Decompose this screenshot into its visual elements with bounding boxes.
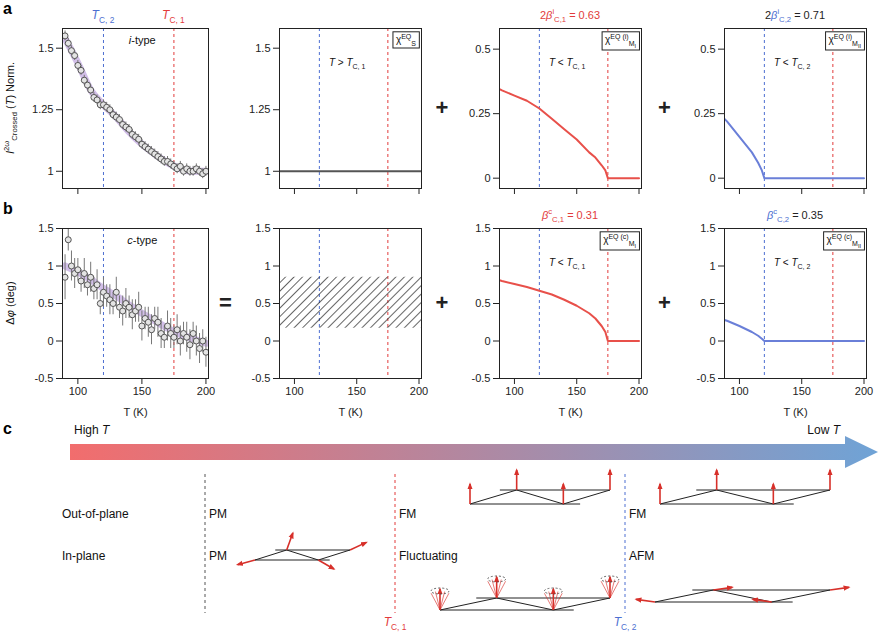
svg-text:1.5: 1.5 xyxy=(475,222,490,234)
svg-text:TC, 1: TC, 1 xyxy=(162,8,185,25)
svg-text:PM: PM xyxy=(209,549,227,563)
svg-text:0.5: 0.5 xyxy=(700,43,715,55)
svg-text:Low T: Low T xyxy=(807,423,841,437)
svg-text:0: 0 xyxy=(709,172,715,184)
svg-text:T (K): T (K) xyxy=(123,406,147,418)
svg-text:i-type: i-type xyxy=(129,34,156,46)
svg-text:-0.5: -0.5 xyxy=(35,372,54,384)
svg-text:1: 1 xyxy=(484,260,490,272)
svg-text:c: c xyxy=(3,420,12,437)
svg-text:-0.5: -0.5 xyxy=(472,372,491,384)
svg-text:T < TC, 1: T < TC, 1 xyxy=(549,57,586,70)
svg-text:Out-of-plane: Out-of-plane xyxy=(62,507,129,521)
svg-text:1.5: 1.5 xyxy=(255,42,270,54)
svg-text:a: a xyxy=(3,0,12,17)
svg-text:High T: High T xyxy=(74,423,111,437)
svg-text:100: 100 xyxy=(69,385,87,397)
svg-text:χEQS: χEQS xyxy=(396,33,416,47)
svg-text:0.25: 0.25 xyxy=(469,107,490,119)
svg-text:1: 1 xyxy=(709,260,715,272)
svg-text:100: 100 xyxy=(730,385,748,397)
svg-text:200: 200 xyxy=(410,385,428,397)
svg-text:1: 1 xyxy=(264,165,270,177)
svg-text:T < TC, 2: T < TC, 2 xyxy=(774,57,811,70)
svg-text:1.25: 1.25 xyxy=(32,103,53,115)
svg-text:T > TC, 1: T > TC, 1 xyxy=(329,57,366,70)
svg-text:FM: FM xyxy=(629,507,646,521)
svg-text:0: 0 xyxy=(47,335,53,347)
svg-text:150: 150 xyxy=(793,385,811,397)
svg-text:1: 1 xyxy=(47,165,53,177)
svg-text:βcC,2 = 0.35: βcC,2 = 0.35 xyxy=(766,207,823,224)
svg-text:βcC,1 = 0.31: βcC,1 = 0.31 xyxy=(541,207,598,224)
svg-text:0.5: 0.5 xyxy=(700,297,715,309)
svg-text:0.5: 0.5 xyxy=(475,43,490,55)
svg-text:T (K): T (K) xyxy=(783,406,807,418)
svg-text:1.5: 1.5 xyxy=(38,42,53,54)
svg-text:I2ωCrossed (T) Norm.: I2ωCrossed (T) Norm. xyxy=(2,62,19,154)
svg-text:TC, 2: TC, 2 xyxy=(92,8,115,25)
svg-text:c-type: c-type xyxy=(127,234,157,246)
svg-text:150: 150 xyxy=(133,385,151,397)
svg-text:χEQ (c)MII: χEQ (c)MII xyxy=(827,233,862,249)
svg-text:T (K): T (K) xyxy=(558,406,582,418)
svg-text:2βiC,1 = 0.63: 2βiC,1 = 0.63 xyxy=(540,7,600,24)
svg-text:T < TC, 1: T < TC, 1 xyxy=(549,257,586,270)
svg-text:b: b xyxy=(3,200,13,217)
svg-text:1.5: 1.5 xyxy=(255,222,270,234)
svg-text:0.5: 0.5 xyxy=(255,297,270,309)
svg-text:100: 100 xyxy=(285,385,303,397)
svg-text:AFM: AFM xyxy=(629,549,654,563)
svg-text:0.5: 0.5 xyxy=(475,297,490,309)
svg-text:PM: PM xyxy=(209,507,227,521)
svg-text:In-plane: In-plane xyxy=(62,549,106,563)
svg-text:-0.5: -0.5 xyxy=(697,372,716,384)
svg-text:0: 0 xyxy=(264,335,270,347)
svg-text:100: 100 xyxy=(505,385,523,397)
svg-text:1.25: 1.25 xyxy=(249,103,270,115)
svg-text:200: 200 xyxy=(855,385,873,397)
svg-text:χEQ (i)MI: χEQ (i)MI xyxy=(605,33,636,49)
svg-text:Fluctuating: Fluctuating xyxy=(399,549,458,563)
svg-text:0.5: 0.5 xyxy=(38,297,53,309)
svg-text:200: 200 xyxy=(630,385,648,397)
svg-text:1.5: 1.5 xyxy=(700,222,715,234)
svg-text:-0.5: -0.5 xyxy=(252,372,271,384)
svg-text:1: 1 xyxy=(47,260,53,272)
svg-text:0: 0 xyxy=(484,335,490,347)
svg-text:TC, 2: TC, 2 xyxy=(614,615,637,632)
svg-text:FM: FM xyxy=(399,507,416,521)
svg-text:1: 1 xyxy=(264,260,270,272)
svg-text:T < TC, 2: T < TC, 2 xyxy=(774,257,811,270)
svg-text:0: 0 xyxy=(484,172,490,184)
svg-text:1.5: 1.5 xyxy=(38,222,53,234)
svg-text:0: 0 xyxy=(709,335,715,347)
svg-text:150: 150 xyxy=(568,385,586,397)
svg-text:200: 200 xyxy=(197,385,215,397)
svg-text:χEQ (c)MI: χEQ (c)MI xyxy=(603,233,636,249)
svg-text:150: 150 xyxy=(348,385,366,397)
svg-text:2βiC,2 = 0.71: 2βiC,2 = 0.71 xyxy=(765,7,825,24)
svg-text:χEQ (i)MII: χEQ (i)MII xyxy=(829,33,862,49)
svg-text:TC, 1: TC, 1 xyxy=(384,615,407,632)
svg-text:T (K): T (K) xyxy=(338,406,362,418)
svg-text:0.25: 0.25 xyxy=(694,107,715,119)
svg-text:Δφ (deg): Δφ (deg) xyxy=(4,281,16,324)
